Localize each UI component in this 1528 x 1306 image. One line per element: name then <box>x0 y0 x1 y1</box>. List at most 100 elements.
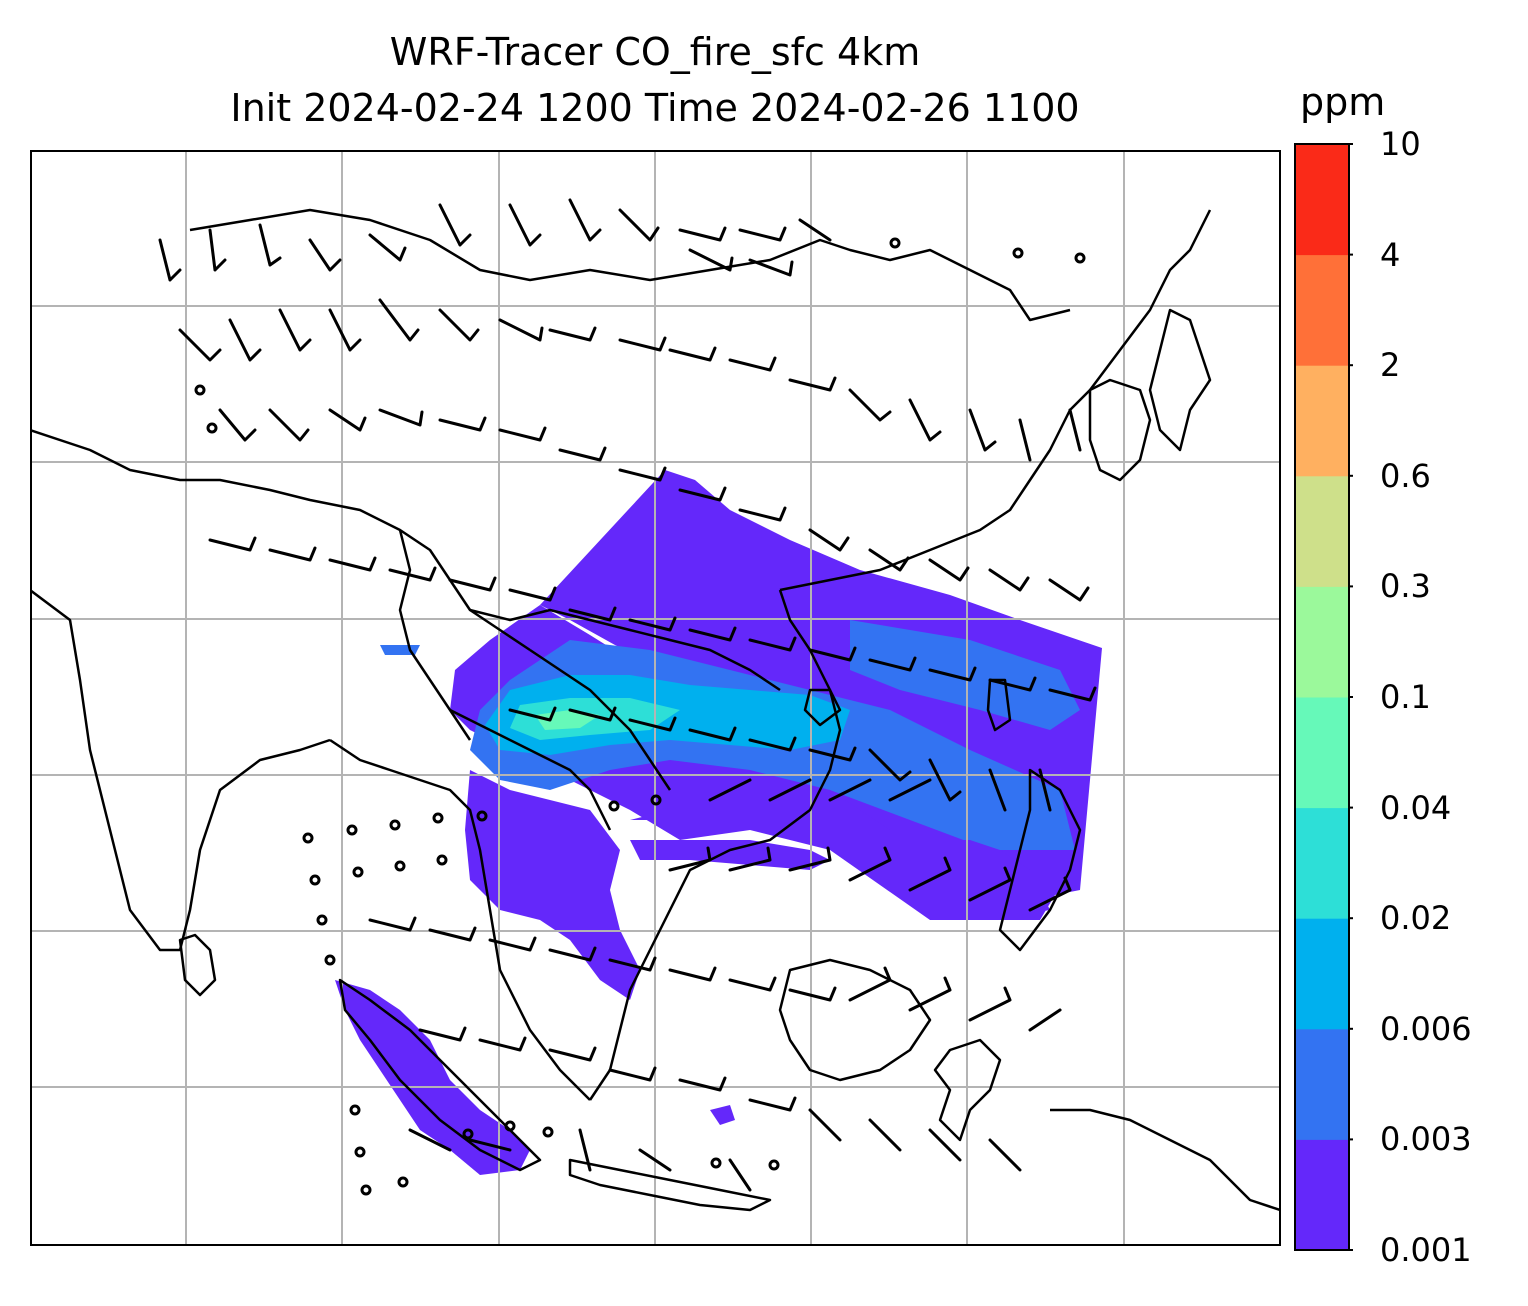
wind-barb <box>428 926 477 942</box>
wind-barb <box>268 408 310 442</box>
calm-marker <box>302 832 314 844</box>
wind-barb <box>908 856 952 892</box>
coast-sri-lanka <box>178 933 217 997</box>
wind-barb <box>868 656 917 672</box>
wind-barb <box>908 976 952 1012</box>
wind-barb <box>368 233 407 262</box>
wind-barb <box>678 486 727 502</box>
colorbar-tick-label: 2 <box>1380 346 1401 385</box>
calm-marker <box>542 1126 554 1138</box>
colorbar-tick-label: 10 <box>1380 125 1421 163</box>
wind-barb <box>638 1148 672 1172</box>
wind-barb <box>158 238 182 282</box>
wind-barb <box>628 716 677 732</box>
calm-marker <box>710 1157 722 1169</box>
wind-barb <box>738 226 787 242</box>
coast-laos-border <box>529 648 672 791</box>
wind-barb <box>728 846 772 872</box>
wind-barb <box>968 986 1012 1022</box>
wind-barb <box>548 326 597 342</box>
calm-marker <box>436 854 448 866</box>
wind-barb <box>688 726 737 742</box>
wind-barb <box>888 778 932 802</box>
wind-barb <box>678 226 727 242</box>
wind-barb <box>848 846 892 882</box>
graticule <box>30 150 1280 1245</box>
wind-barb <box>1068 408 1082 452</box>
colorbar-tick-label: 4 <box>1380 235 1401 274</box>
calm-marker <box>309 874 321 886</box>
wind-barb <box>848 388 892 422</box>
calm-marker <box>394 860 406 872</box>
wind-barb <box>798 218 832 242</box>
colorbar-unit: ppm <box>1300 80 1386 124</box>
wind-barb <box>808 528 850 552</box>
wind-barb <box>218 408 257 442</box>
colorbar-segment <box>1295 697 1349 809</box>
wind-barb <box>748 258 794 277</box>
wind-barb <box>438 203 472 247</box>
wind-barb <box>488 936 537 952</box>
wind-barb <box>438 416 487 432</box>
plume-sulawesi-speck <box>710 1105 735 1125</box>
calm-marker <box>324 954 336 966</box>
wind-barb <box>498 426 547 442</box>
calm-marker <box>650 794 662 806</box>
plume-gulf-tail <box>630 790 1050 920</box>
wind-barb <box>678 1076 727 1092</box>
calm-marker <box>352 866 364 878</box>
plume-borneo-strip <box>630 840 830 870</box>
coast-china <box>779 209 1212 592</box>
coast-himalaya-border <box>30 428 531 652</box>
calm-marker <box>889 237 901 249</box>
wind-barb <box>548 946 597 962</box>
colorbar-segment <box>1295 1028 1349 1140</box>
colorbar-tick-label: 0.3 <box>1380 567 1431 606</box>
wind-barb <box>568 706 617 722</box>
wind-barb <box>388 566 437 582</box>
wind-barb <box>788 846 832 872</box>
wind-barb <box>378 298 420 342</box>
wind-barb <box>1038 768 1052 812</box>
wind-barb <box>928 558 970 582</box>
colorbar-segment <box>1295 254 1349 366</box>
coast-china-sw-border <box>469 608 781 692</box>
calm-marker <box>360 1184 372 1196</box>
wind-barb <box>608 956 657 972</box>
wind-barb <box>728 356 777 372</box>
wind-barb <box>478 1036 527 1052</box>
calm-marker <box>316 914 328 926</box>
colorbar-tick-label: 0.003 <box>1380 1120 1472 1159</box>
wind-barb <box>328 556 377 572</box>
colorbar-tick-label: 0.6 <box>1380 456 1431 495</box>
wind-barb <box>1018 418 1032 462</box>
wind-barb <box>968 866 1012 902</box>
calm-marker <box>608 800 620 812</box>
wind-barb <box>548 1046 597 1062</box>
coast-new-guinea <box>1050 1108 1280 1212</box>
coast-korea <box>1088 378 1152 482</box>
wind-barb <box>328 408 367 432</box>
calm-marker <box>462 1128 474 1140</box>
plume-sumatra <box>335 980 530 1175</box>
wind-barb <box>708 778 752 802</box>
calm-marker <box>504 1120 516 1132</box>
wind-barb <box>378 408 424 427</box>
wind-barb <box>728 976 777 992</box>
wind-barb <box>628 616 677 632</box>
wind-barb <box>568 606 617 622</box>
wind-barb <box>448 576 497 592</box>
plume-south-china <box>850 620 1080 730</box>
plume-mekong <box>465 770 640 1000</box>
map-title-line1: WRF-Tracer CO_fire_sfc 4km <box>389 30 921 74</box>
wind-barb <box>608 1066 657 1082</box>
wind-barb <box>1028 1008 1062 1032</box>
colorbar-tick-label: 0.006 <box>1380 1009 1472 1048</box>
colorbar-segment <box>1295 586 1349 698</box>
coast-thailand-border <box>449 708 612 831</box>
map-panel <box>30 150 1281 1246</box>
wind-barb <box>668 346 717 362</box>
wind-barb <box>928 758 962 802</box>
wind-barb <box>308 238 342 272</box>
calm-marker <box>354 1146 366 1158</box>
